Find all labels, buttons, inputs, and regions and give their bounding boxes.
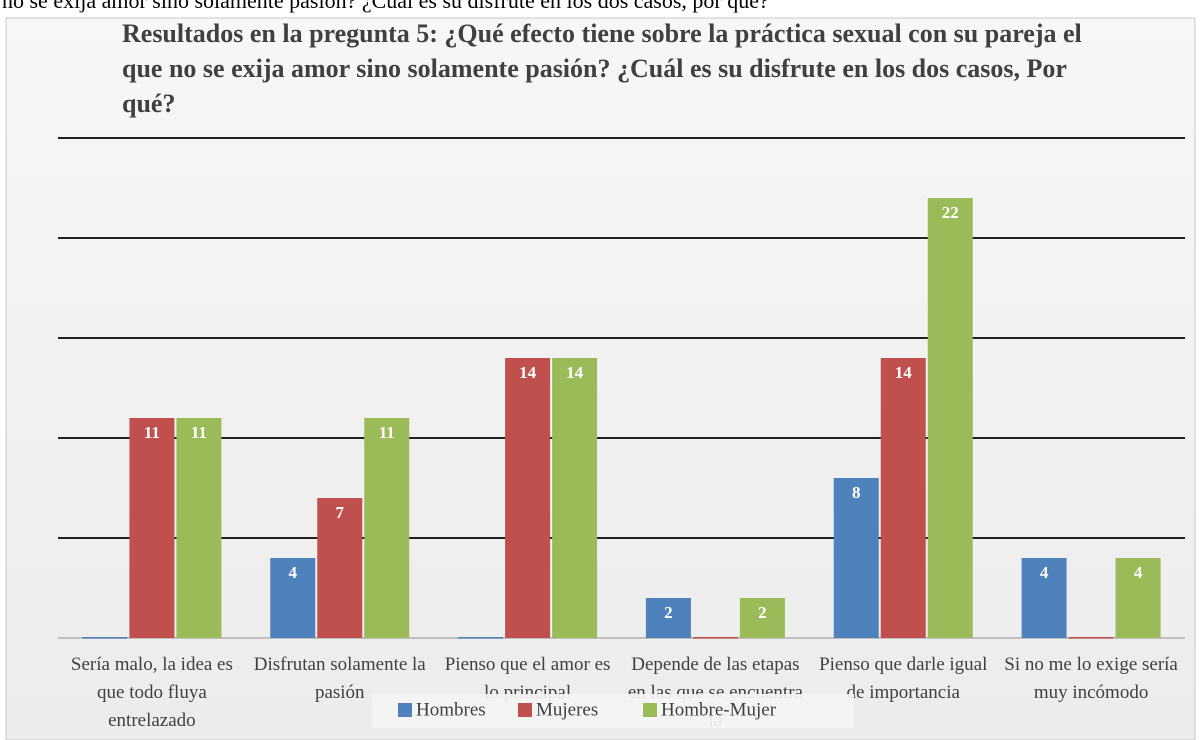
data-label: 4 bbox=[1134, 563, 1143, 582]
data-label: 11 bbox=[379, 423, 395, 442]
legend-label: Mujeres bbox=[536, 699, 598, 720]
legend-label: Hombres bbox=[416, 699, 486, 720]
data-label: 14 bbox=[895, 363, 913, 382]
legend-swatch bbox=[398, 703, 412, 717]
legend-swatch bbox=[518, 703, 532, 717]
data-label: 2 bbox=[758, 603, 767, 622]
x-tick-label: Pienso que darle igual de importancia bbox=[819, 654, 988, 703]
bar bbox=[129, 418, 175, 638]
x-tick-label: Sería malo, la idea es que todo fluya en… bbox=[70, 654, 233, 731]
bar bbox=[692, 637, 738, 639]
data-label: 11 bbox=[144, 423, 160, 442]
bar bbox=[176, 418, 222, 638]
data-label: 7 bbox=[336, 503, 345, 522]
x-tick-label: Si no me lo exige sería muy incómodo bbox=[1004, 654, 1178, 703]
bar bbox=[1115, 558, 1161, 638]
bar bbox=[364, 418, 410, 638]
x-label-box: Disfrutan solamente la pasión bbox=[253, 654, 426, 703]
data-label: 11 bbox=[191, 423, 207, 442]
chart-title: Resultados en la pregunta 5: ¿Qué efecto… bbox=[122, 19, 1082, 118]
bar bbox=[552, 358, 598, 638]
bar bbox=[739, 598, 785, 638]
bar bbox=[317, 498, 363, 638]
caption: no se exija amor sino solamente pasión? … bbox=[2, 0, 769, 13]
x-label-box: Si no me lo exige sería muy incómodo bbox=[1004, 654, 1178, 703]
legend-background bbox=[372, 694, 854, 728]
bar bbox=[833, 478, 879, 638]
data-label: 2 bbox=[664, 603, 673, 622]
bar bbox=[82, 637, 128, 639]
data-label: 14 bbox=[519, 363, 537, 382]
x-tick-label: Disfrutan solamente la pasión bbox=[253, 654, 426, 703]
bar bbox=[270, 558, 316, 638]
bar bbox=[927, 198, 973, 638]
bar bbox=[1068, 637, 1114, 639]
data-label: 22 bbox=[942, 203, 959, 222]
legend-label: Hombre-Mujer bbox=[661, 699, 777, 720]
title-box: Resultados en la pregunta 5: ¿Qué efecto… bbox=[122, 19, 1082, 118]
x-label-box: Sería malo, la idea es que todo fluya en… bbox=[70, 654, 233, 731]
data-label: 14 bbox=[566, 363, 584, 382]
bar bbox=[645, 598, 691, 638]
x-label-box: Pienso que darle igual de importancia bbox=[819, 654, 988, 703]
bar bbox=[880, 358, 926, 638]
data-label: 8 bbox=[852, 483, 861, 502]
bar bbox=[505, 358, 551, 638]
data-label: 4 bbox=[1040, 563, 1049, 582]
bar bbox=[458, 637, 504, 639]
data-label: 4 bbox=[289, 563, 298, 582]
bar bbox=[1021, 558, 1067, 638]
legend-swatch bbox=[643, 703, 657, 717]
